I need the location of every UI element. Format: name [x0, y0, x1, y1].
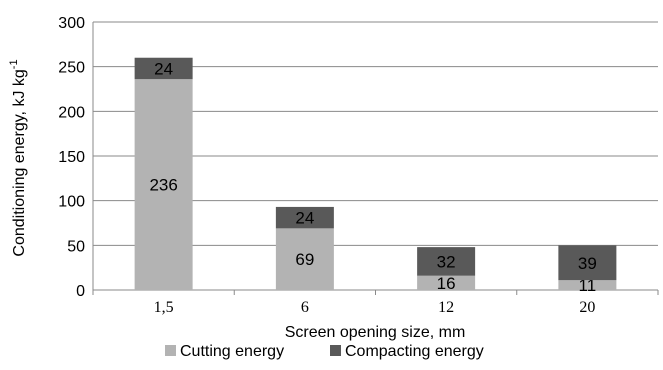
bar-compacting-energy	[417, 247, 476, 276]
legend-swatch-cutting	[165, 345, 176, 356]
y-axis-title-main: Conditioning energy, kJ kg	[11, 69, 28, 256]
legend-label-cutting: Cutting energy	[180, 343, 284, 360]
y-tick-label: 200	[58, 104, 85, 121]
data-label: 24	[295, 209, 314, 228]
data-label: 32	[437, 252, 456, 271]
y-tick-label: 300	[58, 15, 85, 32]
y-tick-label: 150	[58, 149, 85, 166]
bar-cutting-energy	[134, 79, 193, 290]
legend: Cutting energy Compacting energy	[165, 343, 484, 360]
y-tick-label: 0	[76, 283, 85, 300]
data-label: 11	[579, 276, 597, 295]
data-label: 39	[578, 254, 597, 273]
x-tick-label: 1,5	[154, 299, 174, 316]
bar-compacting-energy	[134, 57, 193, 80]
x-axis-title: Screen opening size, mm	[285, 324, 466, 341]
legend-swatch-compacting	[330, 345, 341, 356]
y-tick-label: 100	[58, 194, 85, 211]
y-tick-label: 250	[58, 60, 85, 77]
data-label: 16	[437, 274, 456, 293]
bars: 236 24 69 24 16 32 11 39	[134, 57, 617, 295]
data-label: 69	[295, 250, 314, 269]
bar-compacting-energy	[275, 206, 334, 229]
bar-cutting-energy	[275, 228, 334, 290]
bar-cutting-energy	[417, 275, 476, 290]
y-tick-labels: 0 50 100 150 200 250 300	[58, 15, 85, 300]
y-axis-title-superscript: -1	[8, 59, 20, 69]
bar-compacting-energy	[558, 245, 617, 281]
y-tick-label: 50	[67, 238, 85, 255]
legend-label-compacting: Compacting energy	[345, 343, 484, 360]
y-axis-title: Conditioning energy, kJ kg-1	[8, 59, 28, 256]
data-label: 236	[149, 176, 177, 195]
data-label: 24	[154, 59, 173, 78]
x-tick-label: 12	[438, 299, 454, 316]
bar-cutting-energy	[558, 280, 617, 290]
x-tick-label: 6	[301, 299, 309, 316]
x-tick-label: 20	[579, 299, 595, 316]
x-tick-labels: 1,5 6 12 20	[154, 299, 596, 316]
